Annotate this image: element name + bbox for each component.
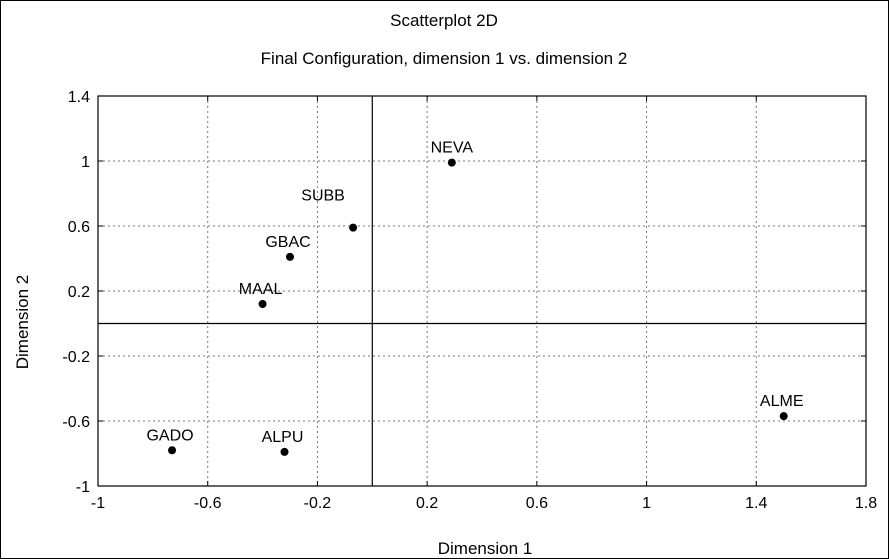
x-tick-label: -0.6 bbox=[194, 495, 222, 512]
gridlines bbox=[98, 96, 866, 486]
x-tick-label: 1.8 bbox=[855, 495, 877, 512]
zero-lines bbox=[98, 96, 866, 486]
y-tick-label: -1 bbox=[76, 479, 90, 496]
y-tick-label: 1.4 bbox=[68, 89, 90, 106]
data-points: NEVA SUBB GBAC MAAL GADO ALPU ALME bbox=[146, 140, 804, 456]
scatter-point bbox=[286, 252, 294, 261]
x-tick-label: 1.4 bbox=[745, 495, 767, 512]
scatter-point bbox=[349, 223, 358, 232]
chart-subtitle: Final Configuration, dimension 1 vs. dim… bbox=[261, 49, 628, 68]
y-tick-label: 0.6 bbox=[68, 219, 90, 236]
x-axis-label: Dimension 1 bbox=[438, 539, 533, 558]
point-label: NEVA bbox=[431, 140, 474, 157]
scatter-point bbox=[280, 447, 289, 456]
x-tick-label: 1 bbox=[642, 495, 651, 512]
point-label: ALME bbox=[760, 393, 804, 410]
y-tick-label: 1 bbox=[81, 154, 90, 171]
x-tick-label: -0.2 bbox=[304, 495, 332, 512]
chart-title: Scatterplot 2D bbox=[390, 11, 498, 30]
point-label: SUBB bbox=[301, 188, 345, 205]
scatter-point bbox=[258, 300, 267, 308]
scatter-point bbox=[168, 446, 177, 455]
y-tick-label: -0.6 bbox=[62, 414, 90, 431]
y-tick-label: -0.2 bbox=[62, 349, 90, 366]
point-label: GADO bbox=[146, 427, 193, 444]
point-label: ALPU bbox=[262, 429, 304, 446]
y-axis-label: Dimension 2 bbox=[13, 275, 32, 370]
x-tick-label: -1 bbox=[91, 495, 105, 512]
scatter-point bbox=[447, 158, 456, 167]
scatter-point bbox=[779, 412, 788, 421]
y-tick-label: 0.2 bbox=[68, 284, 90, 301]
x-tick-label: 0.2 bbox=[416, 495, 438, 512]
point-label: GBAC bbox=[265, 234, 310, 251]
axis-ticks: -1 -0.6 -0.2 0.2 0.6 1 1.4 1.8 1.4 1 0.6 0.2 -0.2 -0.… bbox=[62, 89, 877, 512]
point-label: MAAL bbox=[239, 281, 283, 298]
x-tick-label: 0.6 bbox=[526, 495, 548, 512]
